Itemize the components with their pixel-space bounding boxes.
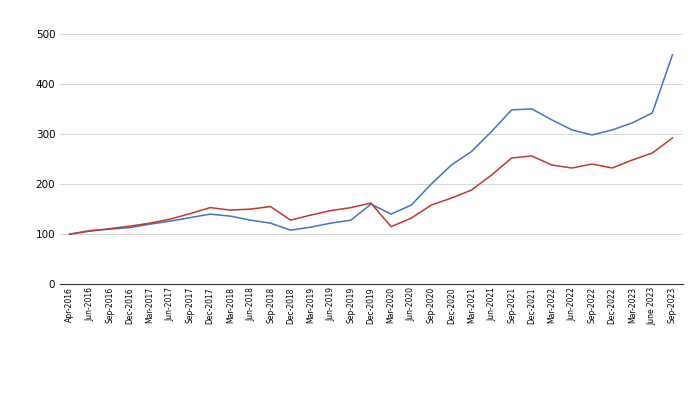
- Text: Figure 1: Comparison of cumulative performance of Sameeksha PMS with relevant in: Figure 1: Comparison of cumulative perfo…: [8, 15, 592, 25]
